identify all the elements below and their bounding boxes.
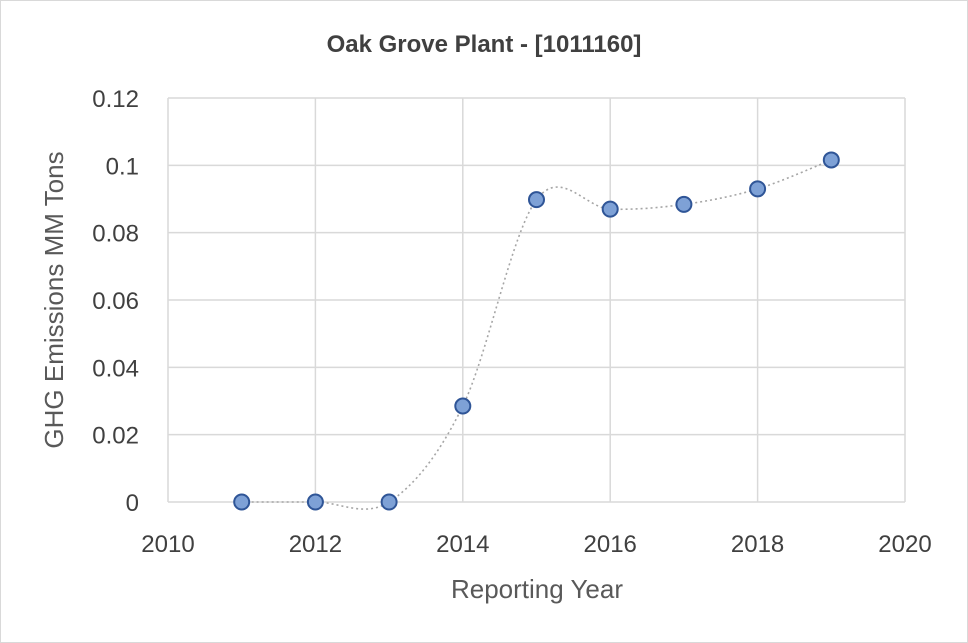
data-point bbox=[306, 493, 324, 511]
data-point bbox=[601, 200, 619, 218]
chart-title: Oak Grove Plant - [1011160] bbox=[327, 31, 642, 58]
y-tick-label: 0.02 bbox=[92, 423, 139, 450]
data-point bbox=[528, 191, 545, 209]
y-axis-label: GHG Emissions MM Tons bbox=[39, 151, 69, 448]
data-point bbox=[454, 397, 472, 415]
data-point bbox=[380, 493, 398, 511]
y-axis-ticks: 0 0.02 0.04 0.06 0.08 0.1 0.12 bbox=[92, 86, 139, 517]
x-tick-label: 2012 bbox=[289, 531, 342, 558]
y-tick-label: 0.1 bbox=[106, 153, 139, 180]
data-point bbox=[749, 180, 767, 198]
x-tick-label: 2016 bbox=[584, 531, 637, 558]
x-tick-label: 2018 bbox=[731, 531, 784, 558]
data-point bbox=[822, 151, 840, 169]
x-tick-label: 2010 bbox=[141, 531, 194, 558]
y-tick-label: 0 bbox=[126, 490, 139, 517]
y-tick-label: 0.08 bbox=[92, 221, 139, 248]
x-tick-label: 2020 bbox=[878, 531, 931, 558]
data-point bbox=[233, 493, 251, 511]
x-axis-ticks: 2010 2012 2014 2016 2018 2020 bbox=[141, 531, 931, 558]
data-points bbox=[233, 151, 840, 511]
x-tick-label: 2014 bbox=[436, 531, 489, 558]
data-point bbox=[675, 195, 693, 213]
y-tick-label: 0.06 bbox=[92, 288, 139, 315]
horizontal-gridlines bbox=[168, 97, 905, 503]
trend-line bbox=[241, 159, 832, 510]
x-axis-label: Reporting Year bbox=[451, 574, 623, 604]
y-tick-label: 0.04 bbox=[92, 355, 139, 382]
y-tick-label: 0.12 bbox=[92, 86, 139, 113]
